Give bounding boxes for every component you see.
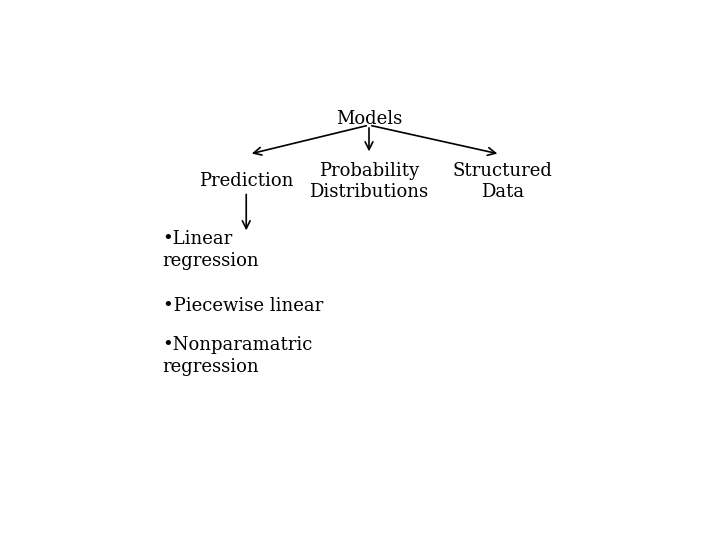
Text: Probability
Distributions: Probability Distributions (310, 162, 428, 201)
Text: •Piecewise linear: •Piecewise linear (163, 297, 323, 315)
Text: Structured
Data: Structured Data (453, 162, 553, 201)
Text: Models: Models (336, 110, 402, 128)
Text: Prediction: Prediction (199, 172, 294, 190)
Text: •Nonparamatric
regression: •Nonparamatric regression (163, 336, 313, 376)
Text: •Linear
regression: •Linear regression (163, 230, 259, 270)
